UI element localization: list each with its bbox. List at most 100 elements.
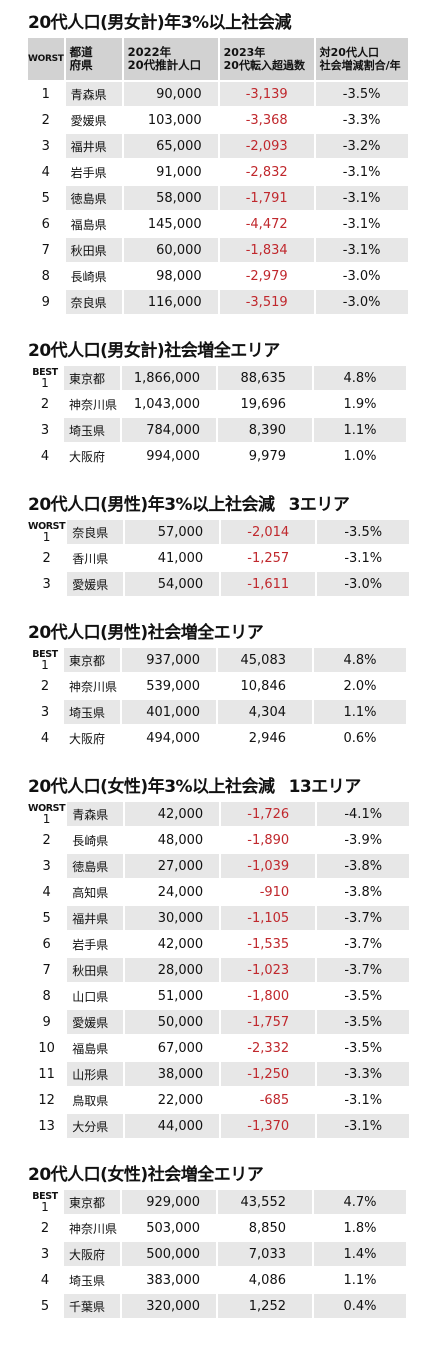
table-row: BEST 1 東京都 1,866,000 88,635 4.8%: [28, 366, 406, 390]
rank-number: 2: [40, 396, 50, 412]
rank-cell: 3: [28, 572, 65, 596]
net-migration-cell: -1,726: [221, 802, 316, 826]
ranking-section: 20代人口(男女計)年3%以上社会減 WORST 都道 府県 2022年 20代推計人…: [28, 10, 444, 316]
rank-number: 11: [38, 1066, 55, 1082]
rate-cell: 4.8%: [314, 366, 406, 390]
population-cell: 401,000: [122, 700, 216, 724]
prefecture-cell: 徳島県: [65, 186, 122, 210]
population-cell: 28,000: [125, 958, 220, 982]
prefecture-cell: 大阪府: [64, 1242, 120, 1266]
table-row: 8 長崎県 98,000 -2,979 -3.0%: [28, 264, 408, 288]
population-cell: 494,000: [146, 730, 200, 746]
rank-number: 4: [40, 448, 50, 464]
rate-cell: -3.1%: [344, 550, 383, 566]
population-cell: 57,000: [125, 520, 220, 544]
rank-cell: 7: [28, 238, 64, 262]
rank-cell: 8: [28, 984, 65, 1008]
ranking-section: 20代人口(男性)年3%以上社会減 3エリア WORST 1 奈良県 57,000 -2,0…: [28, 492, 444, 598]
section-title: 20代人口(男女計)年3%以上社会減: [28, 10, 444, 36]
rank-number: 13: [38, 1118, 55, 1134]
rate-cell: 2.0%: [343, 678, 377, 694]
population-cell: 44,000: [125, 1114, 220, 1138]
prefecture-cell: 福島県: [70, 217, 107, 232]
ranking-section: 20代人口(女性)年3%以上社会減 13エリア WORST 1 青森県 42,000 -1,…: [28, 774, 444, 1140]
rank-cell: 2: [28, 674, 62, 698]
table-row: 4 埼玉県 383,000 4,086 1.1%: [28, 1268, 406, 1292]
rank-number: 9: [41, 294, 50, 310]
table-row: 9 奈良県 116,000 -3,519 -3.0%: [28, 290, 408, 314]
table-row: BEST 1 東京都 929,000 43,552 4.7%: [28, 1190, 406, 1214]
prefecture-cell: 埼玉県: [69, 1273, 106, 1288]
rank-number: 2: [42, 832, 51, 848]
prefecture-cell: 福島県: [72, 1041, 109, 1056]
table-row: 13 大分県 44,000 -1,370 -3.1%: [28, 1114, 410, 1138]
rank-cell: 8: [28, 264, 64, 288]
population-cell: 90,000: [123, 82, 218, 106]
population-cell: 383,000: [146, 1272, 200, 1288]
rate-cell: -3.7%: [317, 958, 410, 982]
net-migration-cell: -910: [259, 884, 290, 900]
rank-cell: 2: [28, 546, 65, 570]
rank-number: 2: [41, 112, 50, 128]
rank-label-worst: WORST: [28, 803, 66, 814]
rank-cell: 1: [28, 82, 64, 106]
section-title-text: 20代人口(女性)年3%以上社会減: [28, 777, 275, 797]
section-title: 20代人口(男性)年3%以上社会減 3エリア: [28, 492, 444, 518]
rank-cell: BEST 1: [28, 648, 62, 672]
ranking-document: 20代人口(男女計)年3%以上社会減 WORST 都道 府県 2022年 20代推計人…: [0, 10, 444, 1320]
prefecture-cell: 岩手県: [72, 937, 109, 952]
table-row: 2 愛媛県 103,000 -3,368 -3.3%: [28, 108, 408, 132]
population-cell: 48,000: [157, 832, 204, 848]
net-migration-cell: -1,250: [221, 1062, 316, 1086]
population-cell: 320,000: [122, 1294, 216, 1318]
rate-cell: -3.7%: [317, 906, 410, 930]
rate-cell: 1.4%: [314, 1242, 406, 1266]
prefecture-cell: 鳥取県: [72, 1093, 109, 1108]
prefecture-cell: 青森県: [67, 802, 124, 826]
rank-number: 1: [41, 658, 49, 672]
net-migration-cell: -1,257: [247, 550, 290, 566]
table-row: 11 山形県 38,000 -1,250 -3.3%: [28, 1062, 410, 1086]
rate-cell: 1.1%: [314, 418, 406, 442]
net-migration-cell: 19,696: [240, 396, 287, 412]
net-migration-cell: 7,033: [218, 1242, 312, 1266]
population-cell: 116,000: [123, 290, 218, 314]
rank-cell: BEST 1: [28, 1190, 62, 1214]
table-row: 6 福島県 145,000 -4,472 -3.1%: [28, 212, 408, 236]
ranking-table: WORST 1 奈良県 57,000 -2,014 -3.5% 2 香川県 41,000 -1,2…: [26, 518, 411, 598]
rank-cell: WORST 1: [28, 520, 66, 544]
prefecture-cell: 長崎県: [70, 269, 107, 284]
rank-number: 8: [41, 268, 50, 284]
prefecture-cell: 徳島県: [67, 854, 124, 878]
prefecture-cell: 埼玉県: [64, 700, 120, 724]
rank-number: 6: [42, 936, 51, 952]
rank-cell: 2: [28, 392, 62, 416]
population-cell: 539,000: [146, 678, 200, 694]
ranking-table: BEST 1 東京都 937,000 45,083 4.8% 2 神奈川県 539,000 10,…: [26, 646, 408, 752]
table-header-row: WORST 都道 府県 2022年 20代推計人口 2023年 20代転入超過数 対20…: [28, 38, 408, 80]
prefecture-cell: 東京都: [64, 648, 120, 672]
net-migration-cell: 8,850: [248, 1220, 286, 1236]
rank-number: 2: [40, 1220, 50, 1236]
rate-cell: -3.3%: [342, 112, 381, 128]
table-row: BEST 1 東京都 937,000 45,083 4.8%: [28, 648, 406, 672]
population-cell: 54,000: [125, 572, 220, 596]
net-migration-cell: 9,979: [248, 448, 286, 464]
rate-cell: -3.5%: [344, 988, 383, 1004]
rank-cell: 5: [28, 906, 65, 930]
rank-number: 4: [41, 164, 50, 180]
ranking-table: BEST 1 東京都 1,866,000 88,635 4.8% 2 神奈川県 1,043,00…: [26, 364, 408, 470]
net-migration-cell: -3,519: [219, 290, 314, 314]
net-migration-cell: -2,832: [245, 164, 288, 180]
population-cell: 65,000: [123, 134, 218, 158]
prefecture-cell: 東京都: [64, 366, 120, 390]
net-migration-cell: 4,086: [248, 1272, 286, 1288]
prefecture-cell: 岩手県: [70, 165, 107, 180]
prefecture-cell: 青森県: [65, 82, 122, 106]
rank-number: 9: [42, 1014, 51, 1030]
prefecture-cell: 東京都: [64, 1190, 120, 1214]
rank-number: 7: [42, 962, 51, 978]
rank-cell: 2: [28, 108, 64, 132]
net-migration-cell: -1,800: [247, 988, 290, 1004]
section-title: 20代人口(男性)社会増全エリア: [28, 620, 444, 646]
